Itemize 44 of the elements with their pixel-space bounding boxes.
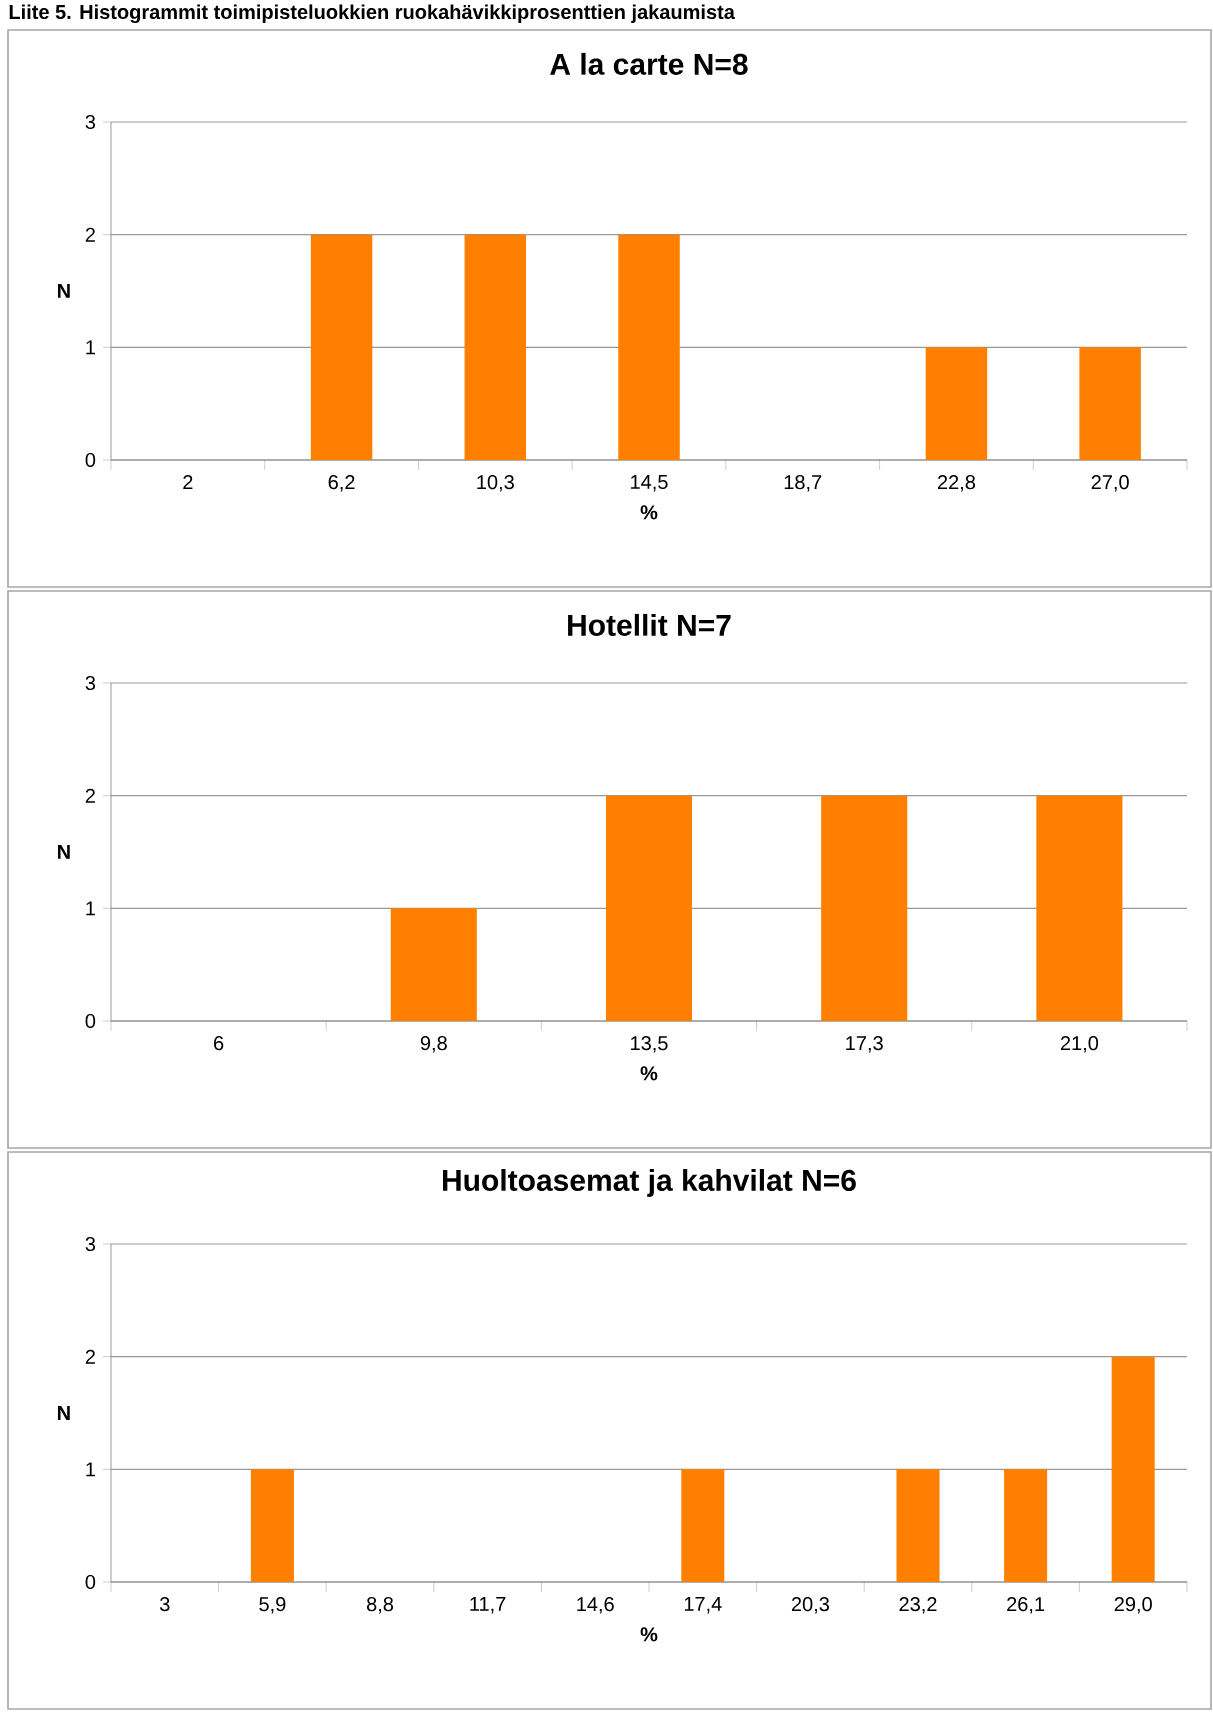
x-tick-label: 6,2 bbox=[328, 475, 355, 492]
x-tick-label: 22,8 bbox=[937, 475, 976, 492]
y-tick-label: 3 bbox=[85, 114, 96, 130]
x-tick-label: 5,9 bbox=[259, 1597, 286, 1614]
x-tick-label: 29,0 bbox=[1114, 1597, 1152, 1614]
y-tick-label: 1 bbox=[86, 340, 95, 355]
y-tick-label: 1 bbox=[86, 1462, 95, 1477]
y-tick-label: 0 bbox=[85, 452, 96, 468]
x-tick-label: 14,6 bbox=[577, 1597, 614, 1614]
x-tick-label: 3 bbox=[159, 1597, 170, 1612]
y-tick-label: 3 bbox=[85, 1236, 96, 1252]
x-axis-title: % bbox=[640, 1627, 658, 1642]
x-tick-label: 8,8 bbox=[366, 1597, 394, 1614]
y-tick-label: 2 bbox=[85, 788, 95, 803]
y-tick-label: 0 bbox=[85, 1574, 96, 1590]
x-tick-label: 9,8 bbox=[420, 1036, 447, 1053]
x-tick-label: 21,0 bbox=[1060, 1036, 1099, 1053]
x-tick-label: 17,4 bbox=[684, 1597, 722, 1614]
y-tick-label: 2 bbox=[85, 1349, 95, 1364]
y-tick-label: 0 bbox=[85, 1013, 96, 1029]
x-tick-label: 13,5 bbox=[631, 1036, 668, 1053]
x-axis-title: % bbox=[640, 505, 658, 520]
x-tick-label: 20,3 bbox=[791, 1597, 829, 1614]
chart-title: A la carte N=8 bbox=[550, 52, 748, 75]
x-tick-label: 11,7 bbox=[470, 1597, 506, 1614]
chart-title: Huoltoasemat ja kahvilat N=6 bbox=[443, 1168, 856, 1197]
y-tick-label: 1 bbox=[86, 901, 95, 916]
x-tick-label: 6 bbox=[214, 1036, 224, 1051]
x-tick-label: 26,1 bbox=[1007, 1597, 1045, 1614]
y-axis-title: N bbox=[57, 1406, 70, 1420]
chart-title: Hotellit N=7 bbox=[568, 613, 731, 636]
x-tick-label: 27,0 bbox=[1091, 475, 1129, 492]
text: Liite 5. Histogrammit toimipisteluokkien ruokahävikkiprosenttien jakaumista bbox=[9, 4, 736, 24]
y-tick-label: 3 bbox=[85, 675, 96, 691]
x-tick-label: 2 bbox=[183, 475, 193, 490]
y-tick-label: 2 bbox=[85, 227, 95, 242]
x-tick-label: 23,2 bbox=[899, 1597, 937, 1614]
x-tick-label: 10,3 bbox=[477, 475, 514, 492]
x-tick-label: 18,7 bbox=[784, 475, 822, 492]
y-axis-title: N bbox=[57, 284, 70, 298]
y-axis-title: N bbox=[57, 845, 70, 859]
x-axis-title: % bbox=[640, 1066, 658, 1081]
x-tick-label: 17,3 bbox=[846, 1036, 883, 1053]
x-tick-label: 14,5 bbox=[631, 475, 668, 492]
